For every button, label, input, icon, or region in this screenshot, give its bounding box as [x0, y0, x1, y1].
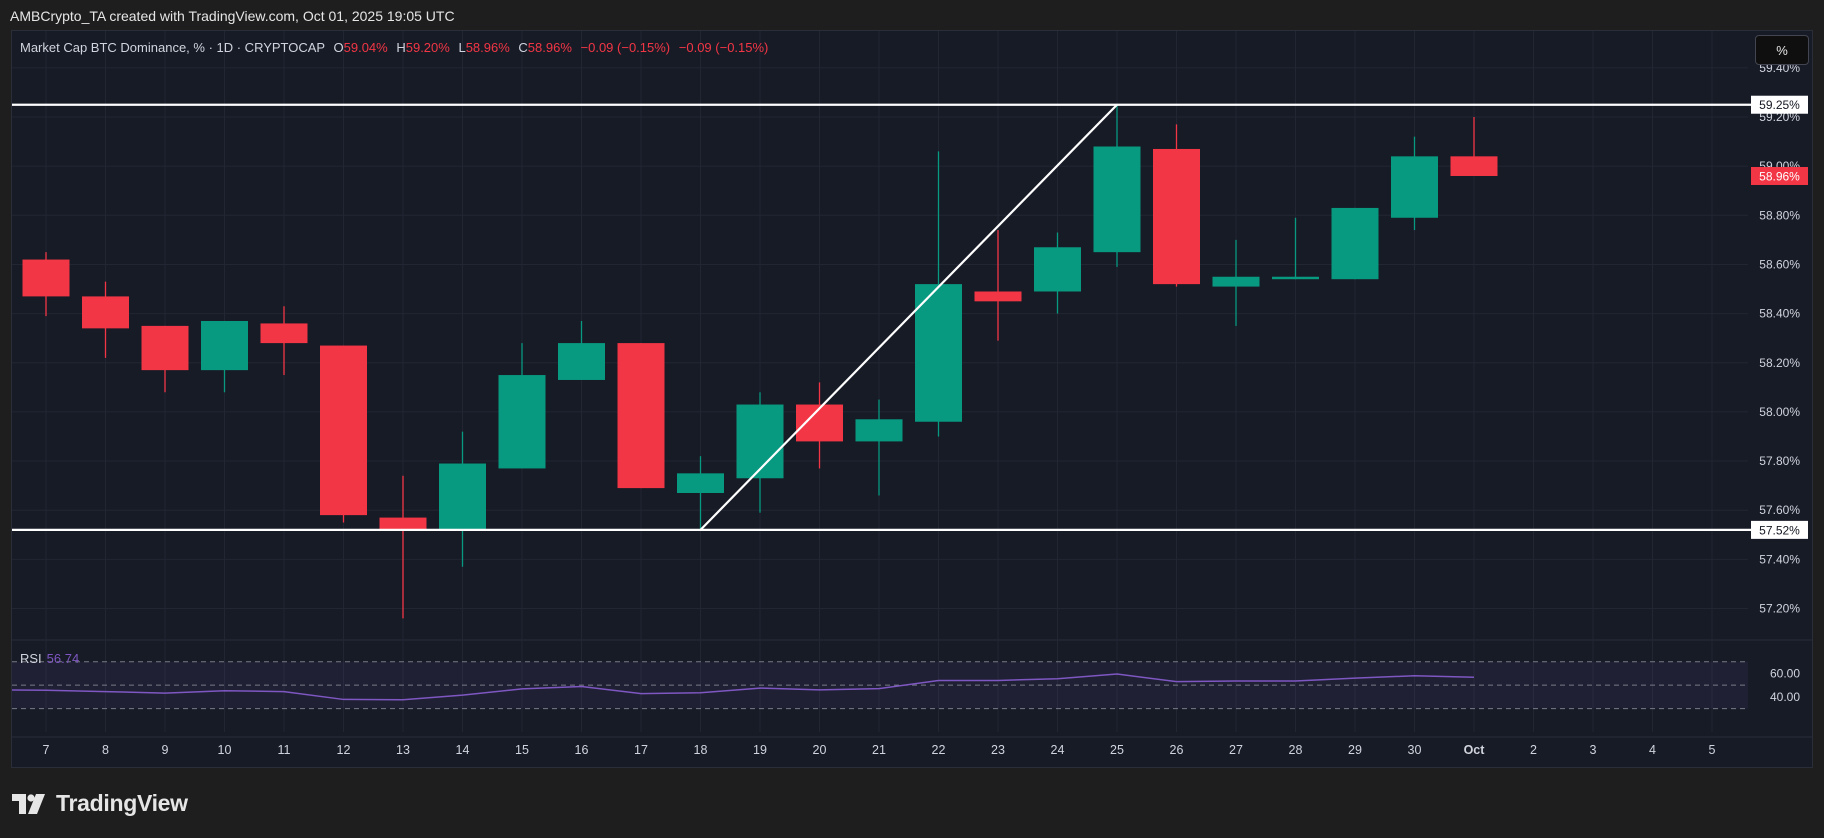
chart-credit: AMBCrypto_TA created with TradingView.co…: [10, 8, 455, 24]
candle-body-Oct: [1450, 156, 1498, 176]
rsi-axis-tick: 40.00: [1770, 690, 1800, 704]
candle-body-17: [617, 343, 665, 489]
candle-body-10: [201, 320, 248, 371]
high-value: 59.20%: [405, 40, 450, 55]
close-value: 58.96%: [527, 40, 572, 55]
time-axis-tick: 17: [634, 743, 648, 757]
rsi-line: [11, 673, 1475, 701]
price-axis-tick: 57.60%: [1759, 503, 1800, 517]
time-axis-tick: 9: [162, 743, 169, 757]
candle-body-27: [1212, 276, 1260, 287]
brand-name: TradingView: [56, 790, 188, 816]
candle-body-18: [677, 473, 724, 494]
rsi-axis-tick: 60.00: [1770, 666, 1800, 680]
time-axis-tick: 15: [515, 743, 529, 757]
candle-body-11: [260, 323, 308, 344]
candle-body-20: [796, 404, 843, 442]
level-label: 59.25%: [1759, 98, 1800, 112]
candle-body-23: [974, 291, 1022, 302]
candle-body-7: [22, 259, 70, 297]
close-label: C: [518, 40, 528, 55]
current-price-label: 58.96%: [1759, 169, 1800, 183]
price-axis-tick: 58.20%: [1759, 356, 1800, 370]
candle-body-16: [558, 343, 605, 380]
time-axis-tick: 25: [1110, 743, 1124, 757]
tradingview-logo-icon: [12, 793, 45, 814]
time-axis-tick: 14: [456, 743, 470, 757]
top-bar: AMBCrypto_TA created with TradingView.co…: [0, 0, 1824, 30]
time-axis-tick: 12: [337, 743, 351, 757]
percent-scale-button[interactable]: %: [1755, 35, 1809, 65]
chart-canvas[interactable]: 59.40%59.20%59.00%58.80%58.60%58.40%58.2…: [0, 0, 1824, 790]
candle-body-12: [320, 345, 367, 516]
time-axis-tick: 18: [694, 743, 708, 757]
level-label: 57.52%: [1759, 523, 1800, 537]
time-axis-tick: Oct: [1464, 743, 1486, 757]
time-axis-tick: 30: [1408, 743, 1422, 757]
rsi-label: RSI: [20, 651, 42, 666]
price-axis-tick: 58.80%: [1759, 208, 1800, 222]
price-axis-tick: 57.40%: [1759, 552, 1800, 566]
price-axis-tick: 57.20%: [1759, 602, 1800, 616]
time-axis-tick: 19: [753, 743, 767, 757]
candle-body-26: [1153, 148, 1200, 285]
symbol-title[interactable]: Market Cap BTC Dominance, % · 1D · CRYPT…: [20, 40, 325, 55]
rsi-value: 56.74: [46, 651, 80, 666]
tradingview-brand[interactable]: TradingView: [12, 790, 188, 817]
chart-frame[interactable]: [11, 30, 1813, 768]
level-label-box: [1751, 520, 1808, 539]
candle-body-25: [1093, 146, 1141, 253]
time-axis-tick: 26: [1170, 743, 1184, 757]
price-axis-tick: 58.60%: [1759, 257, 1800, 271]
time-axis-tick: 23: [991, 743, 1005, 757]
time-axis-tick: 10: [218, 743, 232, 757]
candle-body-30: [1391, 156, 1438, 218]
time-axis-tick: 8: [102, 743, 109, 757]
price-axis-tick: 58.40%: [1759, 307, 1800, 321]
candle-body-28: [1272, 276, 1319, 280]
time-axis-tick: 21: [872, 743, 886, 757]
time-axis-tick: 13: [396, 743, 410, 757]
trend-line: [699, 103, 1118, 531]
time-axis-tick: 7: [43, 743, 50, 757]
change-value-2: −0.09 (−0.15%): [678, 40, 769, 55]
time-axis-tick: 20: [813, 743, 827, 757]
time-axis-tick: 5: [1709, 743, 1716, 757]
current-price-box: [1751, 166, 1808, 185]
time-axis-tick: 27: [1229, 743, 1243, 757]
symbol-legend[interactable]: Market Cap BTC Dominance, % · 1D · CRYPT…: [20, 40, 768, 55]
low-value: 58.96%: [465, 40, 510, 55]
change-value: −0.09 (−0.15%): [580, 40, 671, 55]
rsi-legend[interactable]: RSI 56.74: [20, 651, 79, 666]
time-axis-tick: 3: [1590, 743, 1597, 757]
candle-body-22: [915, 284, 962, 422]
candle-body-15: [498, 375, 546, 469]
candle-body-24: [1034, 247, 1081, 292]
candle-body-14: [439, 463, 486, 530]
open-value: 59.04%: [343, 40, 388, 55]
time-axis-tick: 4: [1649, 743, 1656, 757]
candle-body-13: [379, 517, 427, 530]
candle-body-8: [82, 296, 129, 329]
time-axis-tick: 28: [1289, 743, 1303, 757]
candle-body-9: [141, 325, 189, 371]
level-label-box: [1751, 95, 1808, 114]
open-label: O: [333, 40, 344, 55]
time-axis-tick: 16: [575, 743, 589, 757]
candle-body-21: [855, 419, 903, 442]
time-axis-tick: 22: [932, 743, 946, 757]
price-axis-tick: 58.00%: [1759, 405, 1800, 419]
candle-body-29: [1331, 207, 1379, 280]
time-axis-tick: 11: [278, 743, 291, 757]
time-axis-tick: 2: [1530, 743, 1537, 757]
time-axis-tick: 29: [1348, 743, 1362, 757]
candle-body-19: [736, 404, 784, 479]
low-label: L: [458, 40, 466, 55]
high-label: H: [396, 40, 406, 55]
price-axis-tick: 57.80%: [1759, 454, 1800, 468]
time-axis-tick: 24: [1051, 743, 1065, 757]
